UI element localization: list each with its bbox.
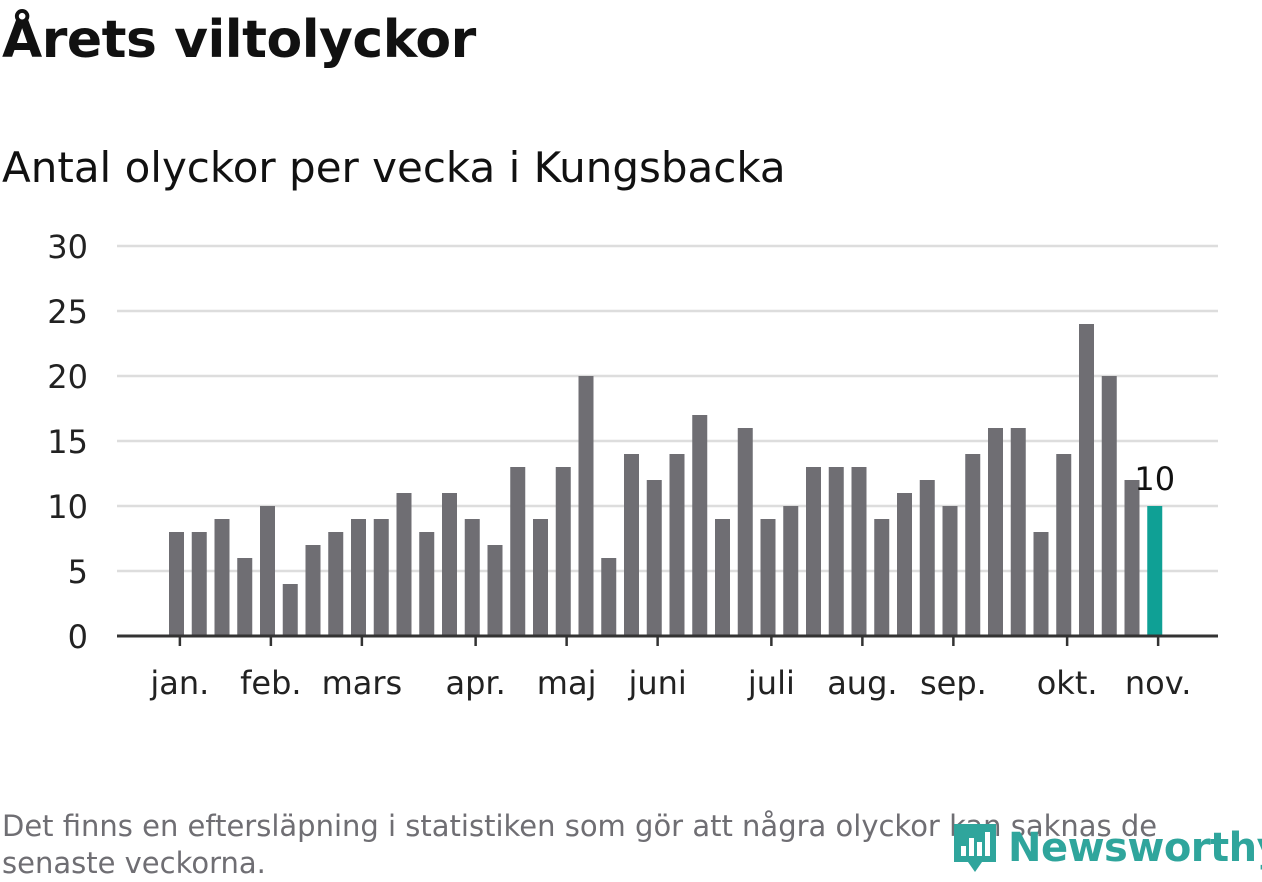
x-axis — [117, 634, 1218, 646]
bar — [828, 467, 844, 636]
bar — [942, 506, 958, 636]
bar — [555, 467, 571, 636]
x-tick-label: okt. — [1037, 664, 1098, 702]
newsworthy-logo: Newsworthy — [950, 818, 1262, 878]
bar — [737, 428, 753, 636]
bar — [328, 532, 344, 636]
bar — [988, 428, 1003, 636]
y-tick-label: 15 — [47, 423, 88, 461]
bar — [191, 532, 207, 636]
x-tick-label: maj — [537, 664, 597, 702]
bar — [464, 519, 480, 636]
bar-value-label: 10 — [1134, 460, 1175, 498]
x-tick-label: apr. — [445, 664, 505, 702]
bar — [692, 415, 708, 636]
bar — [1101, 376, 1117, 636]
bar — [260, 506, 275, 636]
bar — [533, 519, 548, 636]
bar — [965, 454, 981, 636]
bar — [237, 558, 253, 636]
gridlines — [117, 244, 1218, 573]
bar — [1010, 428, 1026, 636]
x-tick-label: juni — [627, 664, 686, 702]
bar — [214, 519, 230, 636]
y-tick-label: 0 — [68, 618, 88, 656]
y-tick-label: 5 — [68, 553, 88, 591]
bar — [373, 519, 389, 636]
x-tick-label: mars — [322, 664, 403, 702]
bar — [578, 376, 594, 636]
bars — [169, 324, 1163, 636]
brand-name: Newsworthy — [1008, 825, 1262, 871]
bar — [669, 454, 685, 636]
x-tick-label: feb. — [240, 664, 301, 702]
x-tick-label: sep. — [920, 664, 987, 702]
newsworthy-logo-icon — [954, 824, 996, 872]
bar — [510, 467, 526, 636]
bar — [1124, 480, 1140, 636]
bar — [305, 545, 321, 636]
bar — [624, 454, 639, 636]
bar — [282, 584, 298, 636]
bar — [851, 467, 867, 636]
y-tick-label: 30 — [47, 228, 88, 266]
x-tick-label: aug. — [827, 664, 897, 702]
bar — [919, 480, 935, 636]
bar — [1033, 532, 1049, 636]
y-tick-label: 25 — [47, 293, 88, 331]
bar — [783, 506, 799, 636]
bar — [601, 558, 617, 636]
bar — [760, 519, 776, 636]
bar — [396, 493, 412, 636]
labels: 0 5 10 15 20 25 30 10 jan. feb. mars apr. maj juni jul… — [47, 228, 1191, 702]
bar — [715, 519, 730, 636]
bar — [1079, 324, 1094, 636]
chart-title: Årets viltolyckor — [2, 10, 476, 70]
bar — [646, 480, 662, 636]
bar — [806, 467, 821, 636]
bar — [442, 493, 457, 636]
chart-subtitle: Antal olyckor per vecka i Kungsbacka — [2, 143, 786, 192]
x-tick-label: jan. — [149, 664, 209, 702]
bar — [419, 532, 435, 636]
bar — [351, 519, 366, 636]
bar — [874, 519, 890, 636]
bar — [1056, 454, 1072, 636]
y-tick-label: 10 — [47, 488, 88, 526]
bar — [487, 545, 503, 636]
bar — [169, 532, 184, 636]
bar — [897, 493, 912, 636]
x-tick-label: juli — [747, 664, 795, 702]
x-tick-label: nov. — [1125, 664, 1191, 702]
bar-highlight — [1147, 506, 1163, 636]
y-tick-label: 20 — [47, 358, 88, 396]
